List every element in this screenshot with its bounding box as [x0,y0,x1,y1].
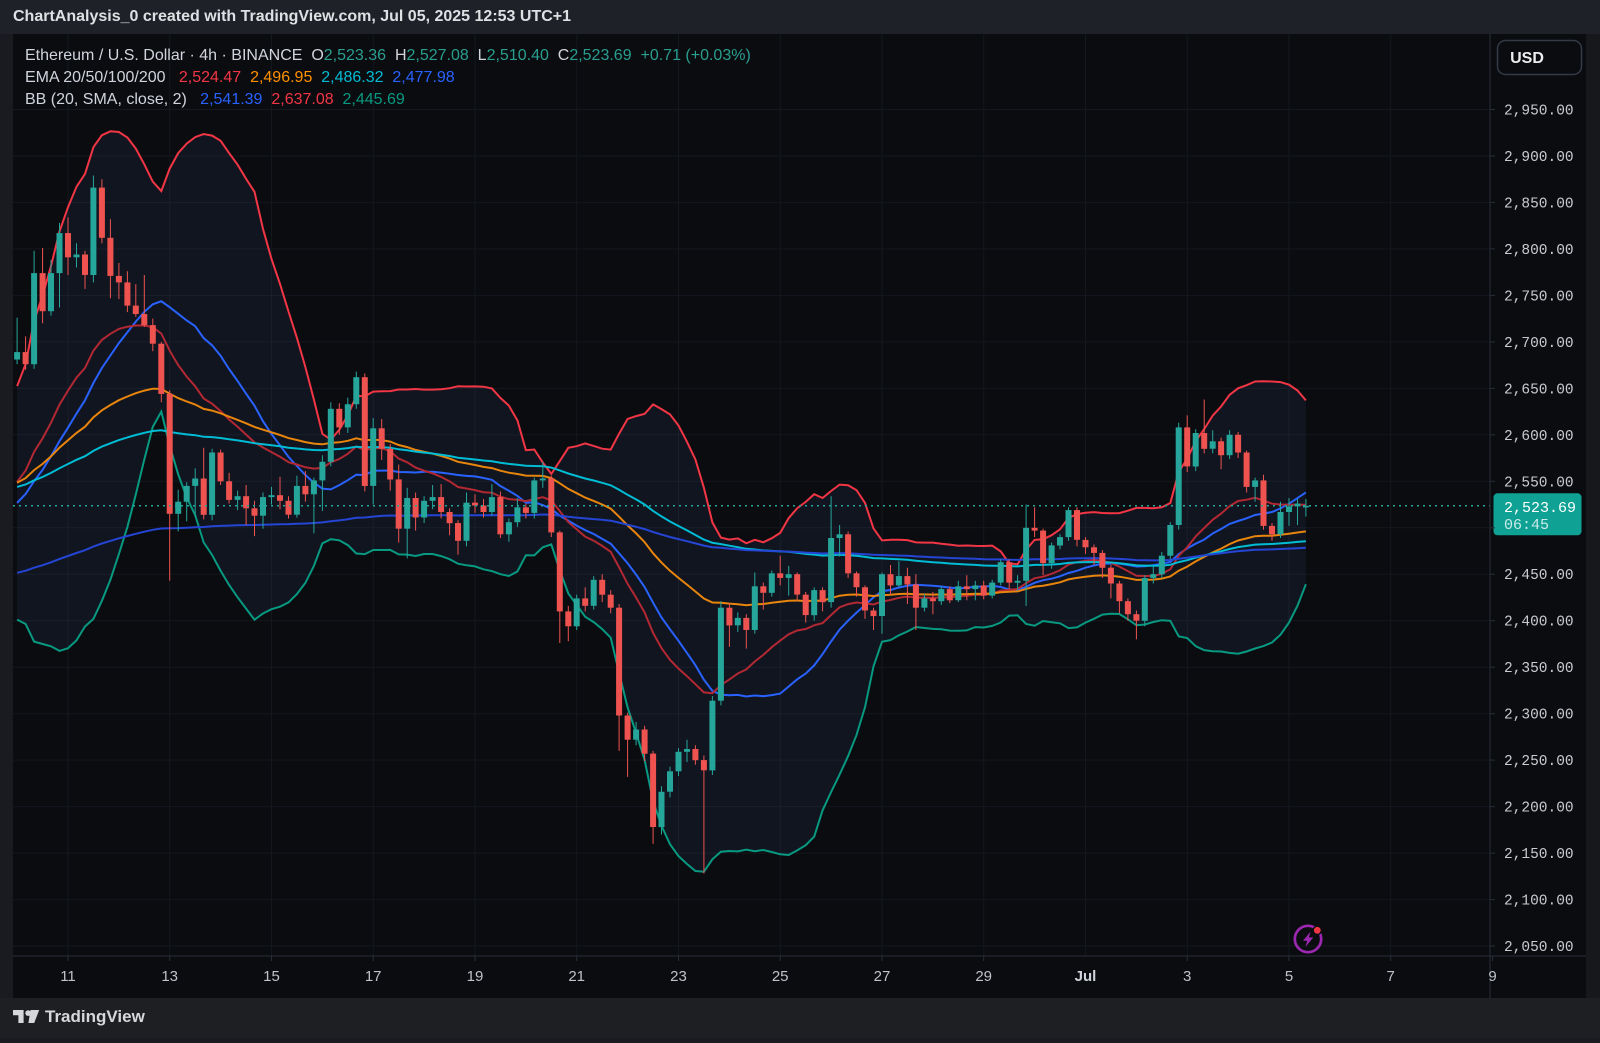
svg-text:13: 13 [161,968,178,985]
svg-text:11: 11 [60,968,76,985]
svg-text:2,523.69: 2,523.69 [1504,500,1576,517]
svg-text:2,450.00: 2,450.00 [1504,568,1574,584]
svg-text:2,600.00: 2,600.00 [1504,429,1574,445]
svg-text:06:45: 06:45 [1504,517,1549,534]
svg-text:25: 25 [772,968,789,985]
svg-text:Jul: Jul [1075,968,1097,985]
svg-text:7: 7 [1387,968,1395,985]
svg-text:29: 29 [975,968,992,985]
svg-text:21: 21 [568,968,585,985]
svg-text:2,950.00: 2,950.00 [1504,104,1574,120]
svg-text:2,800.00: 2,800.00 [1504,243,1574,259]
svg-text:2,100.00: 2,100.00 [1504,894,1574,910]
svg-text:2,750.00: 2,750.00 [1504,289,1574,305]
svg-text:2,400.00: 2,400.00 [1504,615,1574,631]
svg-text:27: 27 [874,968,891,985]
svg-text:2,650.00: 2,650.00 [1504,382,1574,398]
svg-text:2,850.00: 2,850.00 [1504,196,1574,212]
svg-text:15: 15 [263,968,280,985]
svg-text:9: 9 [1488,968,1496,985]
svg-text:2,150.00: 2,150.00 [1504,847,1574,863]
svg-text:2,200.00: 2,200.00 [1504,801,1574,817]
svg-text:2,900.00: 2,900.00 [1504,150,1574,166]
svg-text:2,050.00: 2,050.00 [1504,940,1574,956]
svg-text:17: 17 [365,968,382,985]
svg-text:2,700.00: 2,700.00 [1504,336,1574,352]
svg-text:5: 5 [1285,968,1293,985]
svg-text:3: 3 [1183,968,1191,985]
svg-text:2,300.00: 2,300.00 [1504,708,1574,724]
svg-text:19: 19 [467,968,484,985]
svg-text:2,250.00: 2,250.00 [1504,754,1574,770]
svg-text:23: 23 [670,968,687,985]
svg-text:USD: USD [1510,50,1544,67]
svg-text:2,350.00: 2,350.00 [1504,661,1574,677]
svg-text:2,550.00: 2,550.00 [1504,475,1574,491]
